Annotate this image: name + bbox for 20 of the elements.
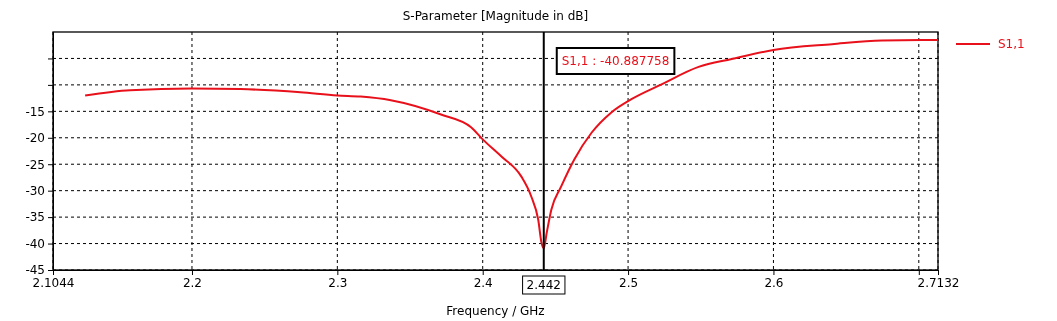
y-tick-label: -40 (25, 236, 45, 251)
x-tick-label: 2.1044 (32, 275, 75, 290)
chart-title: S-Parameter [Magnitude in dB] (402, 9, 589, 23)
legend-label: S1,1 (998, 37, 1025, 51)
x-tick-label: 2.2 (182, 275, 203, 290)
y-tick-label: -20 (25, 131, 45, 146)
x-tick-label: 2.4 (473, 275, 493, 290)
ref-line-label: 2.442 (526, 278, 561, 292)
line-series (84, 38, 939, 250)
y-tick-label: -45 (25, 263, 45, 278)
x-tick-label: 2.7132 (917, 275, 960, 290)
x-tick-label: 2.5 (619, 275, 639, 290)
y-tick-label: -30 (25, 184, 45, 199)
x-tick-label: 2.6 (764, 275, 784, 290)
annotation: S1,1 : -40.887758 (561, 54, 670, 68)
y-tick-label: -35 (25, 210, 45, 225)
y-tick-label: -15 (25, 104, 45, 119)
y-tick-label: -25 (25, 157, 45, 172)
x-tick-label: 2.3 (328, 275, 348, 290)
x-axis-title: Frequency / GHz (446, 304, 545, 318)
